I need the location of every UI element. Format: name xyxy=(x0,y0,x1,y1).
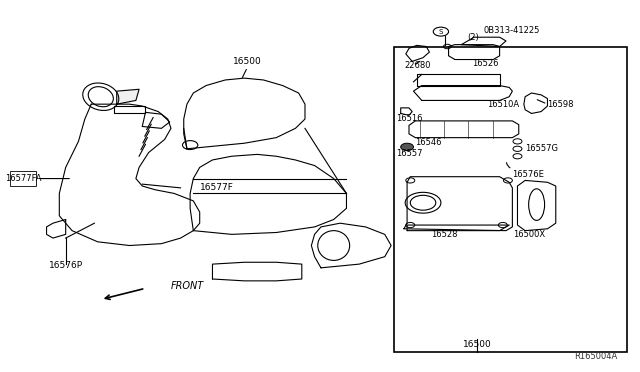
Bar xyxy=(394,46,627,352)
Text: 16528: 16528 xyxy=(431,230,458,239)
Text: 0B313-41225: 0B313-41225 xyxy=(484,26,540,35)
Text: 16576P: 16576P xyxy=(49,262,83,270)
Polygon shape xyxy=(184,78,305,149)
Polygon shape xyxy=(524,93,547,113)
Text: 16598: 16598 xyxy=(547,100,574,109)
Text: R165004A: R165004A xyxy=(575,352,618,361)
Text: 16526: 16526 xyxy=(472,60,499,68)
Text: 16516: 16516 xyxy=(396,114,423,123)
Text: 22680: 22680 xyxy=(404,61,430,70)
Polygon shape xyxy=(190,154,346,234)
Polygon shape xyxy=(449,45,500,60)
Polygon shape xyxy=(116,89,139,104)
Ellipse shape xyxy=(88,87,113,107)
Bar xyxy=(10,171,36,186)
Text: S: S xyxy=(438,29,443,35)
Text: 16576E: 16576E xyxy=(513,170,544,179)
Polygon shape xyxy=(406,45,429,61)
Polygon shape xyxy=(518,180,556,231)
Text: 16500: 16500 xyxy=(233,57,262,66)
Text: 16500: 16500 xyxy=(463,340,492,349)
Text: 16577FA: 16577FA xyxy=(4,174,41,183)
Polygon shape xyxy=(413,86,513,100)
Text: 16546: 16546 xyxy=(415,138,442,147)
Polygon shape xyxy=(312,223,391,268)
Text: 16557: 16557 xyxy=(396,149,423,158)
Circle shape xyxy=(401,143,413,151)
Text: 16557G: 16557G xyxy=(525,144,558,153)
Text: 16510A: 16510A xyxy=(487,100,519,109)
Text: 16500X: 16500X xyxy=(513,230,546,239)
Polygon shape xyxy=(409,121,519,138)
Text: (2): (2) xyxy=(468,33,479,42)
Text: 16577F: 16577F xyxy=(200,183,234,192)
Text: FRONT: FRONT xyxy=(171,281,204,291)
Polygon shape xyxy=(404,177,513,231)
